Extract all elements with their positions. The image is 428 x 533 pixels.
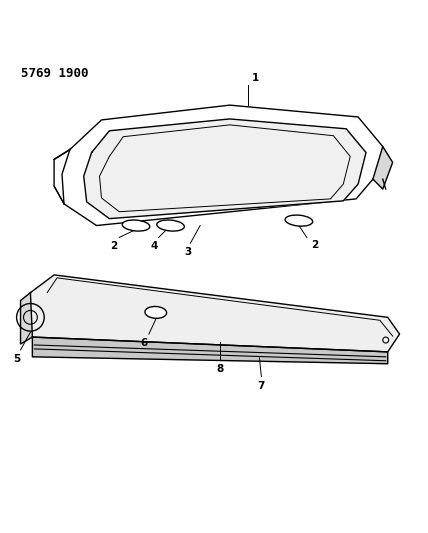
Text: 7: 7 — [258, 382, 265, 391]
Ellipse shape — [285, 215, 313, 226]
Ellipse shape — [122, 220, 150, 231]
Text: 3: 3 — [185, 247, 192, 257]
Text: 5769 1900: 5769 1900 — [21, 68, 88, 80]
Ellipse shape — [157, 220, 184, 231]
Polygon shape — [373, 147, 392, 189]
Polygon shape — [62, 105, 383, 225]
Polygon shape — [33, 337, 388, 364]
Text: 8: 8 — [216, 364, 223, 374]
Polygon shape — [21, 293, 33, 344]
Polygon shape — [30, 275, 400, 352]
Text: 2: 2 — [110, 241, 117, 252]
Polygon shape — [84, 119, 366, 219]
Ellipse shape — [145, 306, 166, 318]
Text: 6: 6 — [140, 338, 148, 348]
Text: 2: 2 — [311, 240, 318, 251]
Text: 4: 4 — [150, 241, 158, 252]
Text: 5: 5 — [13, 354, 20, 364]
Text: 1: 1 — [252, 74, 259, 83]
